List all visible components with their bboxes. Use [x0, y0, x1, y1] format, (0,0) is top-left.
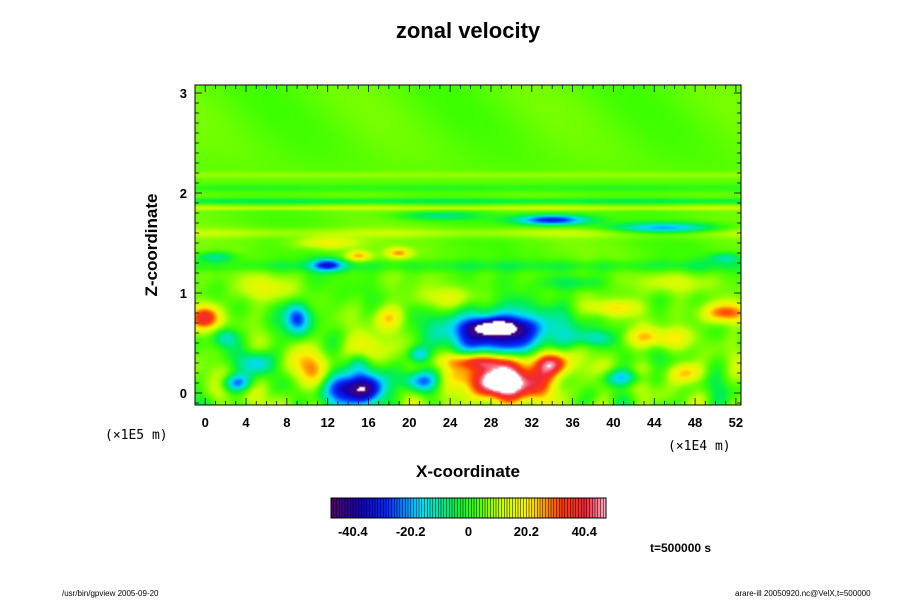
- x-axis-label: X-coordinate: [416, 462, 520, 481]
- x-tick-label: 20: [402, 415, 416, 430]
- colorbar-tick-label: 40.4: [572, 524, 598, 539]
- x-tick-label: 40: [606, 415, 620, 430]
- colorbar-tick-label: -40.4: [338, 524, 368, 539]
- footer-source: arare-ill 20050920.nc@VelX,t=500000: [735, 589, 871, 598]
- time-label: t=500000 s: [650, 541, 711, 555]
- x-tick-label: 12: [320, 415, 334, 430]
- x-tick-label: 0: [202, 415, 209, 430]
- colorbar: -40.4 -20.2 0 20.2 40.4: [330, 497, 607, 539]
- y-tick-label: 3: [180, 86, 187, 101]
- x-tick-label: 36: [565, 415, 579, 430]
- x-tick-label: 44: [647, 415, 662, 430]
- y-tick-label: 0: [180, 386, 187, 401]
- heatmap-field: [195, 85, 741, 405]
- x-tick-label: 52: [729, 415, 743, 430]
- x-tick-label: 28: [484, 415, 498, 430]
- x-tick-label: 16: [361, 415, 375, 430]
- x-tick-label: 8: [283, 415, 290, 430]
- x-scale-note: (×1E4 m): [668, 439, 731, 454]
- y-tick-label: 1: [180, 286, 187, 301]
- colorbar-tick-label: 0: [465, 524, 472, 539]
- plot-frame: [194, 84, 742, 406]
- x-tick-label: 48: [688, 415, 702, 430]
- y-axis-ticks: 0 1 2 3: [180, 86, 741, 404]
- footer-command: /usr/bin/gpview 2005-09-20: [62, 589, 159, 598]
- x-tick-label: 4: [242, 415, 250, 430]
- y-scale-note: (×1E5 m): [105, 428, 168, 443]
- x-tick-label: 24: [443, 415, 458, 430]
- plot-area: [194, 84, 742, 406]
- chart-title: zonal velocity: [396, 18, 541, 43]
- x-tick-label: 32: [525, 415, 539, 430]
- colorbar-ticks: -40.4 -20.2 0 20.2 40.4: [333, 498, 604, 539]
- colorbar-tick-label: 20.2: [514, 524, 539, 539]
- y-tick-label: 2: [180, 186, 187, 201]
- y-axis-label: Z-coordinate: [142, 194, 161, 297]
- colorbar-tick-label: -20.2: [396, 524, 426, 539]
- x-axis-ticks: 0 4 8 12 16 20 24 28 32 36 40 44 48 52: [202, 85, 743, 430]
